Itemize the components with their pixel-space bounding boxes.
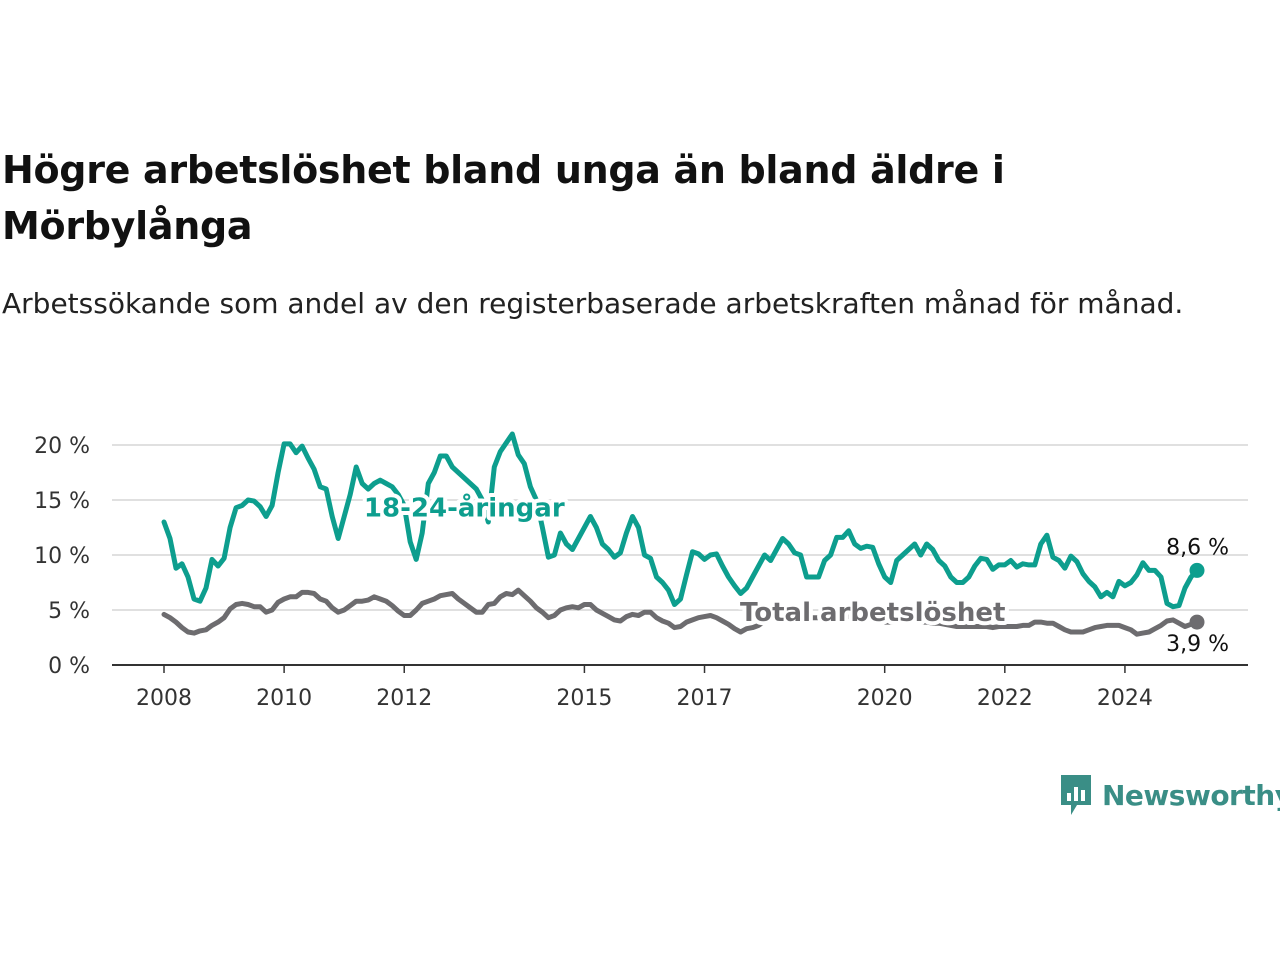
x-tick-label: 2008	[136, 686, 192, 711]
chart-title: Högre arbetslöshet bland unga än bland ä…	[2, 148, 1005, 248]
brand-name: Newsworthy	[1102, 778, 1280, 812]
series-line-total	[161, 587, 1200, 637]
y-tick-label: 10 %	[34, 544, 90, 569]
x-tick-label: 2015	[556, 686, 612, 711]
x-tick-label: 2010	[256, 686, 312, 711]
x-tick-label: 2020	[857, 686, 913, 711]
y-tick-label: 20 %	[34, 434, 90, 459]
x-tick-label: 2012	[376, 686, 432, 711]
y-tick-label: 0 %	[48, 654, 90, 679]
end-value-label: 8,6 %	[1166, 535, 1229, 560]
grid-lines	[112, 444, 1248, 611]
series-label: 18-24-åringar	[364, 492, 565, 524]
y-tick-label: 15 %	[34, 489, 90, 514]
series-end-point	[1189, 614, 1205, 630]
series-end-point	[1189, 562, 1205, 578]
brand-logo: Newsworthy	[1058, 772, 1280, 818]
series-line-youth	[161, 431, 1200, 610]
x-tick-label: 2022	[977, 686, 1033, 711]
chart-subtitle: Arbetssökande som andel av den registerb…	[2, 287, 1184, 320]
newsworthy-logo-icon	[1061, 775, 1091, 815]
end-value-label: 3,9 %	[1166, 632, 1229, 657]
series-group	[161, 431, 1205, 637]
y-axis: 0 % 5 % 10 % 15 % 20 %	[34, 434, 90, 679]
x-axis: 2008 2010 2012 2015 2017 2020 2022 2024	[112, 664, 1248, 711]
y-tick-label: 5 %	[48, 599, 90, 624]
series-label: Total arbetslöshet	[740, 598, 1005, 628]
annotation-group: 8,6 % 3,9 % 18-24-åringar Total arbetslöshe…	[360, 488, 1229, 658]
x-tick-label: 2024	[1097, 686, 1153, 711]
x-tick-label: 2017	[677, 686, 733, 711]
line-chart: 0 %5 %10 %15 %20 % 2008 2010 2012 2015 2017 2…	[34, 431, 1248, 711]
